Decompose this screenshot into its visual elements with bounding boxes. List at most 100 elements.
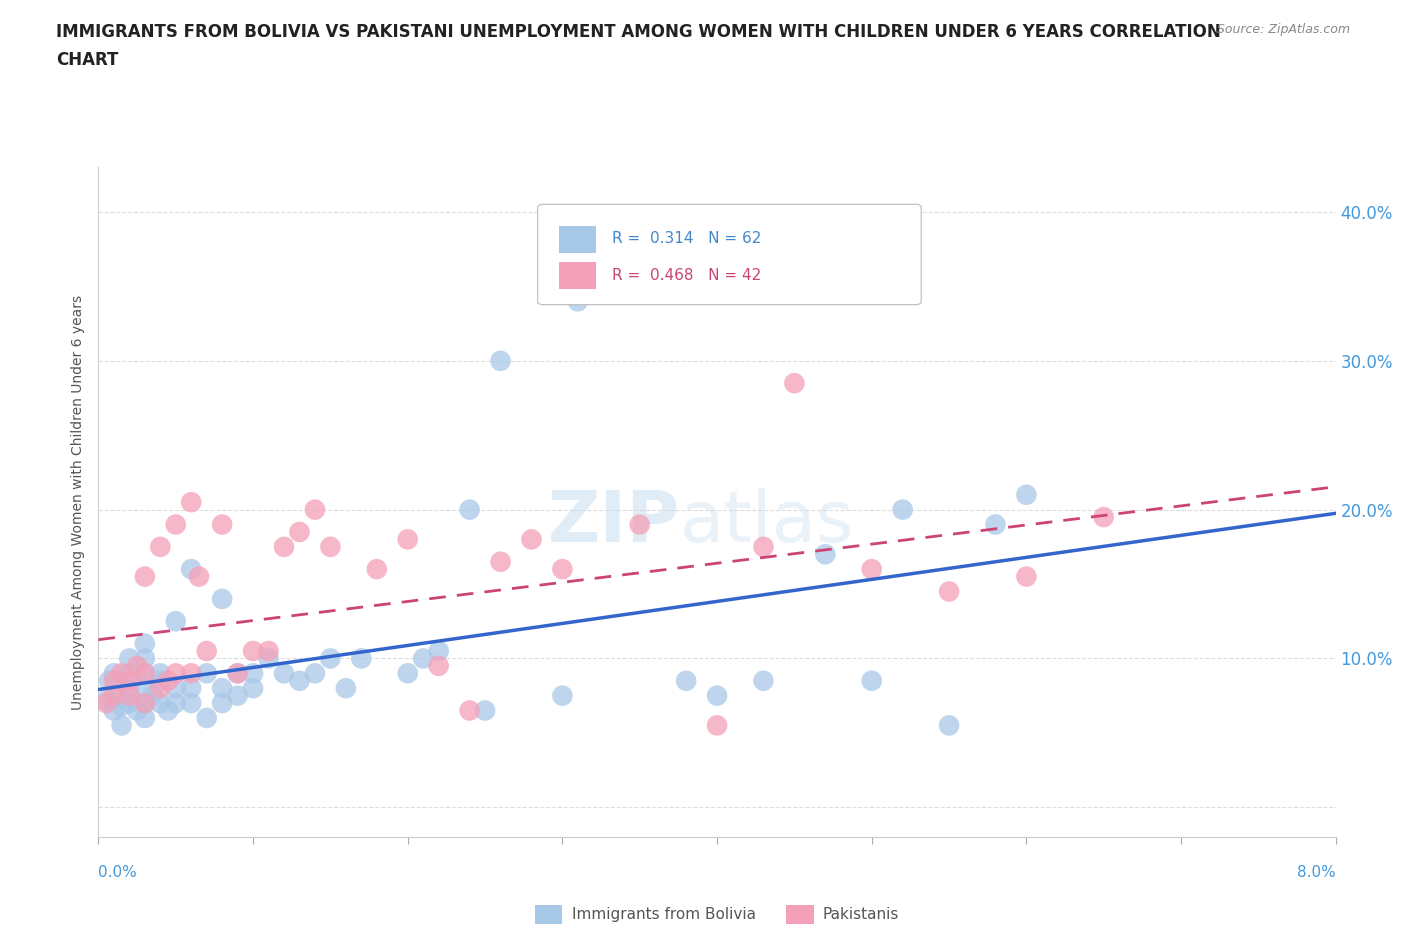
Point xyxy=(257,644,280,658)
Point xyxy=(257,651,280,666)
Text: atlas: atlas xyxy=(681,488,855,557)
Point xyxy=(149,673,172,688)
Point xyxy=(304,502,326,517)
Point xyxy=(118,666,141,681)
Point xyxy=(127,703,149,718)
Point xyxy=(319,651,342,666)
Point xyxy=(706,688,728,703)
Point xyxy=(165,614,187,629)
Point xyxy=(242,681,264,696)
FancyBboxPatch shape xyxy=(537,205,921,305)
Point xyxy=(350,651,373,666)
Point xyxy=(118,696,141,711)
Point xyxy=(1015,569,1038,584)
Point xyxy=(134,636,156,651)
Point xyxy=(180,562,202,577)
Point xyxy=(165,696,187,711)
Point xyxy=(489,554,512,569)
Point xyxy=(938,718,960,733)
Point xyxy=(288,525,311,539)
Point xyxy=(111,666,132,681)
Point xyxy=(211,517,233,532)
Point xyxy=(118,681,141,696)
Point xyxy=(288,673,311,688)
Point xyxy=(103,688,125,703)
Point xyxy=(134,666,156,681)
Point xyxy=(134,711,156,725)
Point xyxy=(891,502,914,517)
Point xyxy=(211,681,233,696)
Point xyxy=(412,651,434,666)
Point xyxy=(427,658,450,673)
Point xyxy=(157,703,180,718)
Point xyxy=(165,666,187,681)
Point xyxy=(675,673,697,688)
Point xyxy=(319,539,342,554)
Point xyxy=(118,651,141,666)
Point xyxy=(427,644,450,658)
Point xyxy=(273,666,295,681)
Point xyxy=(814,547,837,562)
Point xyxy=(304,666,326,681)
Point xyxy=(134,696,156,711)
Point xyxy=(1092,510,1115,525)
Point xyxy=(118,688,141,703)
Point xyxy=(226,666,249,681)
Point xyxy=(860,562,883,577)
Point xyxy=(396,666,419,681)
Point xyxy=(157,673,180,688)
Point xyxy=(458,703,481,718)
Bar xyxy=(558,262,596,289)
Point xyxy=(551,562,574,577)
Point xyxy=(860,673,883,688)
Point xyxy=(211,696,233,711)
Point xyxy=(520,532,543,547)
Point xyxy=(134,681,156,696)
Point xyxy=(134,569,156,584)
Point xyxy=(103,703,125,718)
Text: ZIP: ZIP xyxy=(548,488,681,557)
Point xyxy=(242,666,264,681)
Point xyxy=(103,666,125,681)
Point xyxy=(628,517,651,532)
Point xyxy=(180,696,202,711)
Point xyxy=(127,658,149,673)
Point xyxy=(188,569,211,584)
Point xyxy=(706,718,728,733)
Legend: Immigrants from Bolivia, Pakistanis: Immigrants from Bolivia, Pakistanis xyxy=(529,899,905,930)
Point xyxy=(195,644,218,658)
Point xyxy=(149,539,172,554)
Point xyxy=(134,696,156,711)
Point xyxy=(783,376,806,391)
Point xyxy=(96,696,118,711)
Point xyxy=(273,539,295,554)
Point xyxy=(105,688,128,703)
Point xyxy=(111,698,132,713)
Point xyxy=(211,591,233,606)
Text: R =  0.468   N = 42: R = 0.468 N = 42 xyxy=(612,269,761,284)
Point xyxy=(396,532,419,547)
Text: Source: ZipAtlas.com: Source: ZipAtlas.com xyxy=(1216,23,1350,36)
Point xyxy=(141,688,165,703)
Point xyxy=(149,681,172,696)
Point xyxy=(242,644,264,658)
Point xyxy=(96,693,118,708)
Point xyxy=(111,718,132,733)
Point xyxy=(195,711,218,725)
Text: 8.0%: 8.0% xyxy=(1296,865,1336,880)
Text: CHART: CHART xyxy=(56,51,118,69)
Point xyxy=(195,666,218,681)
Point xyxy=(1015,487,1038,502)
Point xyxy=(180,681,202,696)
Point xyxy=(180,495,202,510)
Point xyxy=(118,673,141,688)
Point xyxy=(165,681,187,696)
Bar xyxy=(558,226,596,253)
Point xyxy=(134,666,156,681)
Text: 0.0%: 0.0% xyxy=(98,865,138,880)
Point xyxy=(226,666,249,681)
Point xyxy=(489,353,512,368)
Point xyxy=(567,294,589,309)
Point xyxy=(180,666,202,681)
Point xyxy=(165,517,187,532)
